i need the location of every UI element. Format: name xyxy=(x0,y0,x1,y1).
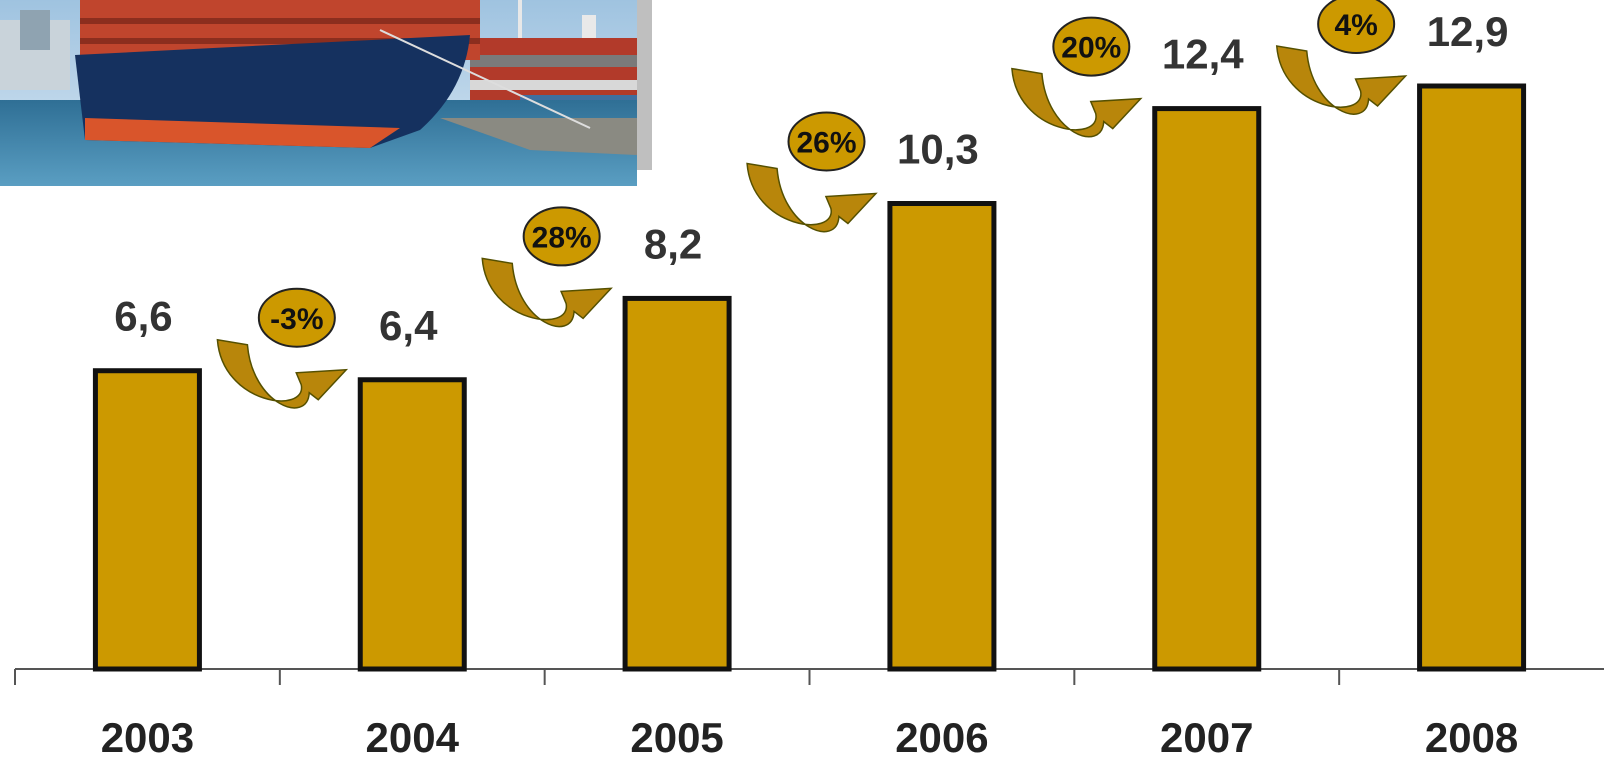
growth-arrow-3 xyxy=(746,162,878,233)
growth-label-3: 26% xyxy=(796,127,856,160)
value-label-2005: 8,2 xyxy=(644,220,702,267)
bar-2004 xyxy=(357,377,467,672)
growth-badge-4 xyxy=(1052,16,1131,77)
growth-badge-5 xyxy=(1317,0,1396,54)
bar-2003 xyxy=(92,368,202,672)
bar-2007 xyxy=(1152,106,1262,672)
value-label-2007: 12,4 xyxy=(1162,31,1244,78)
growth-badge-1 xyxy=(257,287,336,348)
growth-label-5: 4% xyxy=(1334,9,1377,42)
growth-arrow-5 xyxy=(1275,45,1408,115)
category-label-2005: 2005 xyxy=(630,714,723,761)
bar-2006 xyxy=(887,201,997,672)
category-label-2003: 2003 xyxy=(101,714,194,761)
category-labels: 2003 2004 2005 2006 2007 2008 xyxy=(101,714,1519,761)
growth-arrow-1 xyxy=(216,338,349,409)
growth-badges: -3% 28% 26% 20% 4% xyxy=(257,0,1396,348)
category-label-2004: 2004 xyxy=(366,714,460,761)
growth-badge-2 xyxy=(522,206,601,267)
growth-arrow-4 xyxy=(1011,67,1143,138)
bars xyxy=(92,83,1527,672)
growth-arrows xyxy=(216,45,1408,409)
category-label-2007: 2007 xyxy=(1160,714,1253,761)
x-axis xyxy=(14,668,1604,685)
value-labels: 6,6 6,4 8,2 10,3 12,4 12,9 xyxy=(114,8,1508,349)
value-label-2006: 10,3 xyxy=(897,126,979,173)
category-label-2006: 2006 xyxy=(895,714,988,761)
value-label-2004: 6,4 xyxy=(379,302,438,349)
growth-arrow-2 xyxy=(481,257,613,328)
bar-2005 xyxy=(622,295,732,672)
value-label-2008: 12,9 xyxy=(1427,8,1509,55)
category-label-2008: 2008 xyxy=(1425,714,1518,761)
value-label-2003: 6,6 xyxy=(114,293,172,340)
growth-label-4: 20% xyxy=(1061,32,1121,65)
container-ship-photo xyxy=(0,0,652,186)
growth-badge-3 xyxy=(787,111,866,172)
growth-label-2: 28% xyxy=(532,221,592,254)
growth-label-1: -3% xyxy=(270,303,323,336)
bar-2008 xyxy=(1417,83,1527,672)
